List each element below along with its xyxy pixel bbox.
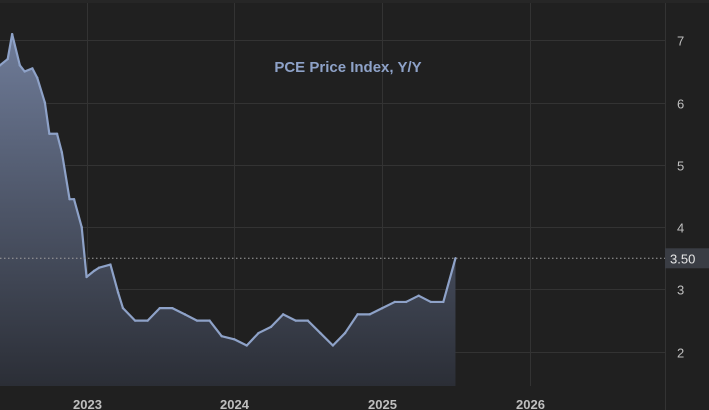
axis-layer: 2 3 4 5 6 7 2023 2024 2025 2026 3.50	[0, 34, 709, 410]
data-point-2023-03	[109, 263, 112, 266]
data-point-2023-04	[121, 306, 125, 310]
data-point-2025-03	[404, 300, 408, 304]
data-point-2024-09	[331, 344, 335, 347]
data-point-2024-03	[257, 331, 260, 335]
data-point-2023-08	[171, 306, 174, 310]
data-point-2023-01-20	[93, 269, 96, 272]
data-point-2023-12	[220, 334, 223, 338]
data-point-2024-07	[306, 319, 310, 322]
data-point-2024-05	[281, 313, 285, 316]
data-point-2025-05	[429, 300, 432, 304]
data-point-2023-11	[208, 319, 211, 322]
data-point-2023-03-20	[116, 291, 120, 294]
data-point-2022-12	[72, 197, 76, 201]
data-point-2022-09-20	[43, 101, 47, 104]
data-point-2022-08	[23, 70, 26, 73]
data-point-2024-08	[319, 331, 322, 335]
x-tick-label-2024: 2024	[220, 397, 250, 410]
top-border-strip	[0, 0, 709, 3]
data-point-2023-07	[158, 306, 161, 310]
x-tick-label-2025: 2025	[368, 397, 397, 410]
last-value-label: 3.50	[670, 251, 695, 266]
data-point-2023-05	[133, 319, 137, 322]
data-point-2022-06	[0, 64, 2, 67]
data-point-2022-11-20	[68, 197, 71, 201]
data-point-2023-09	[183, 313, 187, 316]
y-tick-label-6: 6	[677, 97, 684, 112]
x-tick-label-2026: 2026	[516, 397, 545, 410]
y-tick-label-7: 7	[677, 34, 684, 49]
data-point-2024-10	[343, 331, 347, 335]
data-point-2022-07	[10, 32, 14, 36]
data-point-2025-06	[442, 300, 445, 304]
data-point-2022-08-20	[31, 67, 34, 70]
data-point-2025-07	[454, 257, 457, 260]
series-layer	[0, 32, 457, 386]
data-point-2022-07-20	[18, 64, 22, 67]
data-point-2023-06	[146, 319, 149, 322]
data-point-2024-12	[368, 313, 371, 316]
y-tick-label-5: 5	[677, 159, 684, 174]
data-point-2022-10	[48, 132, 51, 135]
data-point-2023-01	[85, 275, 88, 279]
data-point-2022-12-20	[80, 226, 83, 229]
data-point-2023-02	[97, 266, 101, 269]
data-point-2024-04	[269, 325, 273, 329]
data-point-2024-01	[233, 338, 236, 341]
data-point-2025-02	[393, 300, 396, 304]
data-point-2025-01	[381, 306, 384, 310]
x-tick-label-2023: 2023	[73, 397, 102, 410]
data-point-2025-04	[417, 294, 420, 297]
data-point-2022-06-20	[6, 57, 9, 61]
data-point-2024-06	[294, 319, 297, 322]
chart-title: PCE Price Index, Y/Y	[274, 59, 421, 76]
data-point-2022-11	[60, 151, 64, 154]
y-tick-label-4: 4	[677, 221, 684, 236]
y-tick-label-3: 3	[677, 283, 684, 298]
data-point-2024-11	[356, 313, 359, 316]
data-point-2023-10	[195, 319, 199, 322]
data-point-2022-09	[36, 76, 39, 79]
last-value-badge	[665, 248, 709, 269]
data-point-2024-02	[245, 344, 248, 347]
y-tick-label-2: 2	[677, 346, 684, 361]
series-area-0	[0, 34, 456, 386]
data-point-2022-10-20	[55, 132, 59, 135]
